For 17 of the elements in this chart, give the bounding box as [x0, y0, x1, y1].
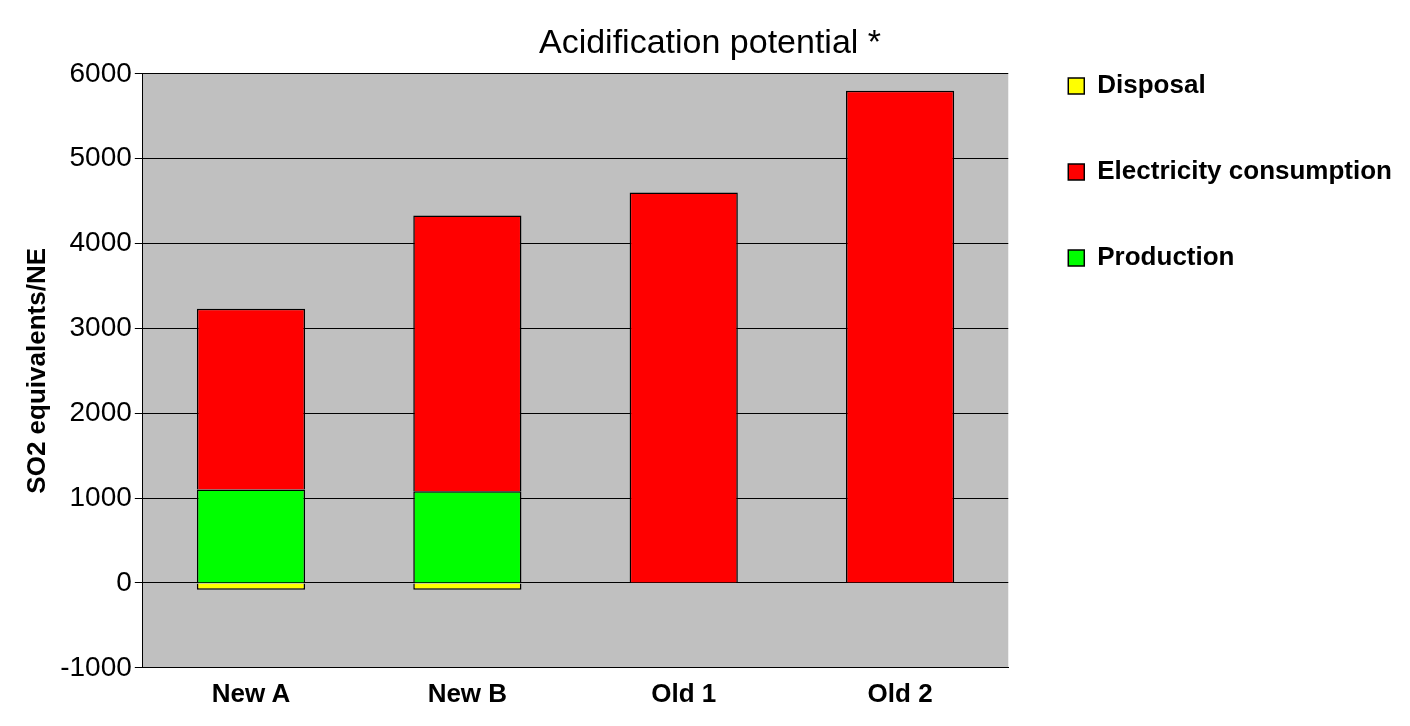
y-tick-label: 6000	[69, 56, 132, 88]
y-tick-label: 3000	[69, 311, 132, 343]
y-tick-label: 4000	[69, 226, 132, 258]
x-tick-label: Old 2	[867, 677, 933, 708]
y-tick-label: 1000	[69, 480, 132, 512]
x-tick-label: New B	[427, 677, 508, 708]
legend-label: Disposal	[1097, 69, 1206, 100]
y-tick-label: 2000	[69, 395, 132, 427]
x-tick-label: New A	[211, 677, 291, 708]
y-tick-label: 0	[116, 565, 132, 597]
legend-label: Production	[1097, 241, 1235, 272]
y-axis-title: SO2 equivalents/NE	[20, 247, 51, 494]
legend-label: Electricity consumption	[1097, 155, 1393, 186]
x-tick-label: Old 1	[651, 677, 717, 708]
chart-title: Acidification potential *	[538, 21, 882, 60]
y-tick-label: -1000	[60, 650, 132, 682]
y-tick-label: 5000	[69, 141, 132, 173]
